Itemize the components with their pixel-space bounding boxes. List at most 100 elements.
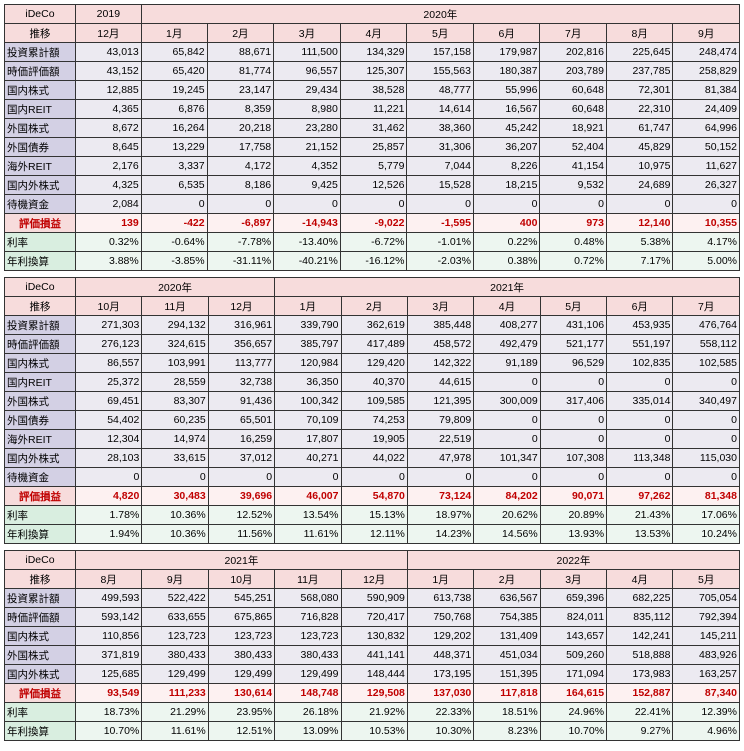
cell: 258,829 [673, 62, 740, 81]
row-label: 国内外株式 [5, 176, 76, 195]
cell: 0.72% [540, 252, 607, 271]
cell: 11.61% [275, 525, 341, 544]
cell: 1.94% [75, 525, 141, 544]
cell: 16,264 [141, 119, 207, 138]
cell: 103,991 [142, 354, 208, 373]
cell: 4,172 [207, 157, 274, 176]
cell: 0 [75, 468, 141, 487]
cell: 12.39% [673, 703, 740, 722]
cell: 9.27% [607, 722, 673, 741]
cell: 96,529 [540, 354, 606, 373]
cell: 129,499 [142, 665, 208, 684]
cell: 145,211 [673, 627, 740, 646]
cell: 120,984 [275, 354, 341, 373]
cell: 47,978 [407, 449, 473, 468]
cell: 164,615 [540, 684, 606, 703]
header-year: 2022年 [407, 551, 739, 570]
header-month: 4月 [607, 570, 673, 589]
cell: 0 [673, 411, 740, 430]
cell: 91,189 [474, 354, 540, 373]
cell: 16,567 [473, 100, 540, 119]
cell: 102,835 [607, 354, 673, 373]
cell: 0 [474, 468, 540, 487]
cell: 111,500 [274, 43, 341, 62]
cell: 13.54% [275, 506, 341, 525]
cell: 129,499 [208, 665, 274, 684]
cell: 380,433 [275, 646, 341, 665]
cell: 22.41% [607, 703, 673, 722]
cell: 0 [208, 468, 274, 487]
cell: 84,202 [474, 487, 540, 506]
cell: 316,961 [208, 316, 274, 335]
cell: 70,109 [275, 411, 341, 430]
row-label: 国内外株式 [5, 665, 76, 684]
cell: 8,645 [75, 138, 141, 157]
cell: 10.70% [540, 722, 606, 741]
row-label: 外国株式 [5, 119, 76, 138]
cell: 441,141 [341, 646, 407, 665]
table-row: 外国株式371,819380,433380,433380,433441,1414… [5, 646, 740, 665]
cell: -1,595 [407, 214, 474, 233]
cell: 11,221 [340, 100, 407, 119]
cell: 448,371 [407, 646, 473, 665]
header-month: 8月 [606, 24, 673, 43]
header-month: 4月 [340, 24, 407, 43]
table-row: 投資累計額271,303294,132316,961339,790362,619… [5, 316, 740, 335]
table-row: 待機資金0000000000 [5, 468, 740, 487]
cell: 117,818 [474, 684, 540, 703]
row-label: 国内株式 [5, 81, 76, 100]
row-label: 国内株式 [5, 627, 76, 646]
cell: 54,870 [341, 487, 407, 506]
cell: 2,176 [75, 157, 141, 176]
row-label: 外国株式 [5, 392, 76, 411]
cell: 380,433 [208, 646, 274, 665]
cell: 48,777 [407, 81, 474, 100]
header-month: 5月 [407, 24, 474, 43]
cell: 123,723 [208, 627, 274, 646]
cell: 0 [340, 195, 407, 214]
cell: 4,820 [75, 487, 141, 506]
cell: 81,348 [673, 487, 740, 506]
cell: 0.22% [473, 233, 540, 252]
data-table: iDeCo20192020年推移12月1月2月3月4月5月6月7月8月9月投資累… [4, 4, 740, 271]
cell: 6,876 [141, 100, 207, 119]
cell: 25,857 [340, 138, 407, 157]
cell: 31,462 [340, 119, 407, 138]
header-year: 2021年 [275, 278, 740, 297]
cell: 171,094 [540, 665, 606, 684]
cell: 81,774 [207, 62, 274, 81]
cell: 0 [673, 373, 740, 392]
cell: 83,307 [142, 392, 208, 411]
cell: -6,897 [207, 214, 274, 233]
cell: 11,627 [673, 157, 740, 176]
cell: 0 [473, 195, 540, 214]
data-table: iDeCo2020年2021年推移10月11月12月1月2月3月4月5月6月7月… [4, 277, 740, 544]
cell: 0.48% [540, 233, 607, 252]
cell: 0 [141, 195, 207, 214]
cell: 13,229 [141, 138, 207, 157]
header-month: 1月 [141, 24, 207, 43]
cell: 12,526 [340, 176, 407, 195]
header-month: 10月 [208, 570, 274, 589]
cell: 13.09% [275, 722, 341, 741]
table-row: 年利換算10.70%11.61%12.51%13.09%10.53%10.30%… [5, 722, 740, 741]
table-row: 投資累計額43,01365,84288,671111,500134,329157… [5, 43, 740, 62]
table-row: 利率0.32%-0.64%-7.78%-13.40%-6.72%-1.01%0.… [5, 233, 740, 252]
cell: 21,152 [274, 138, 341, 157]
row-label: 評価損益 [5, 214, 76, 233]
cell: 74,253 [341, 411, 407, 430]
cell: 408,277 [474, 316, 540, 335]
cell: 39,696 [208, 487, 274, 506]
cell: 125,307 [340, 62, 407, 81]
cell: 52,404 [540, 138, 607, 157]
header-title: iDeCo [5, 5, 76, 24]
header-month: 9月 [673, 24, 740, 43]
cell: 142,322 [407, 354, 473, 373]
header-month: 1月 [407, 570, 473, 589]
table-row: 外国株式8,67216,26420,21823,28031,46238,3604… [5, 119, 740, 138]
cell: 22,519 [407, 430, 473, 449]
cell: 113,348 [607, 449, 673, 468]
table-row: 国内外株式125,685129,499129,499129,499148,444… [5, 665, 740, 684]
cell: 65,842 [141, 43, 207, 62]
cell: 93,549 [75, 684, 141, 703]
